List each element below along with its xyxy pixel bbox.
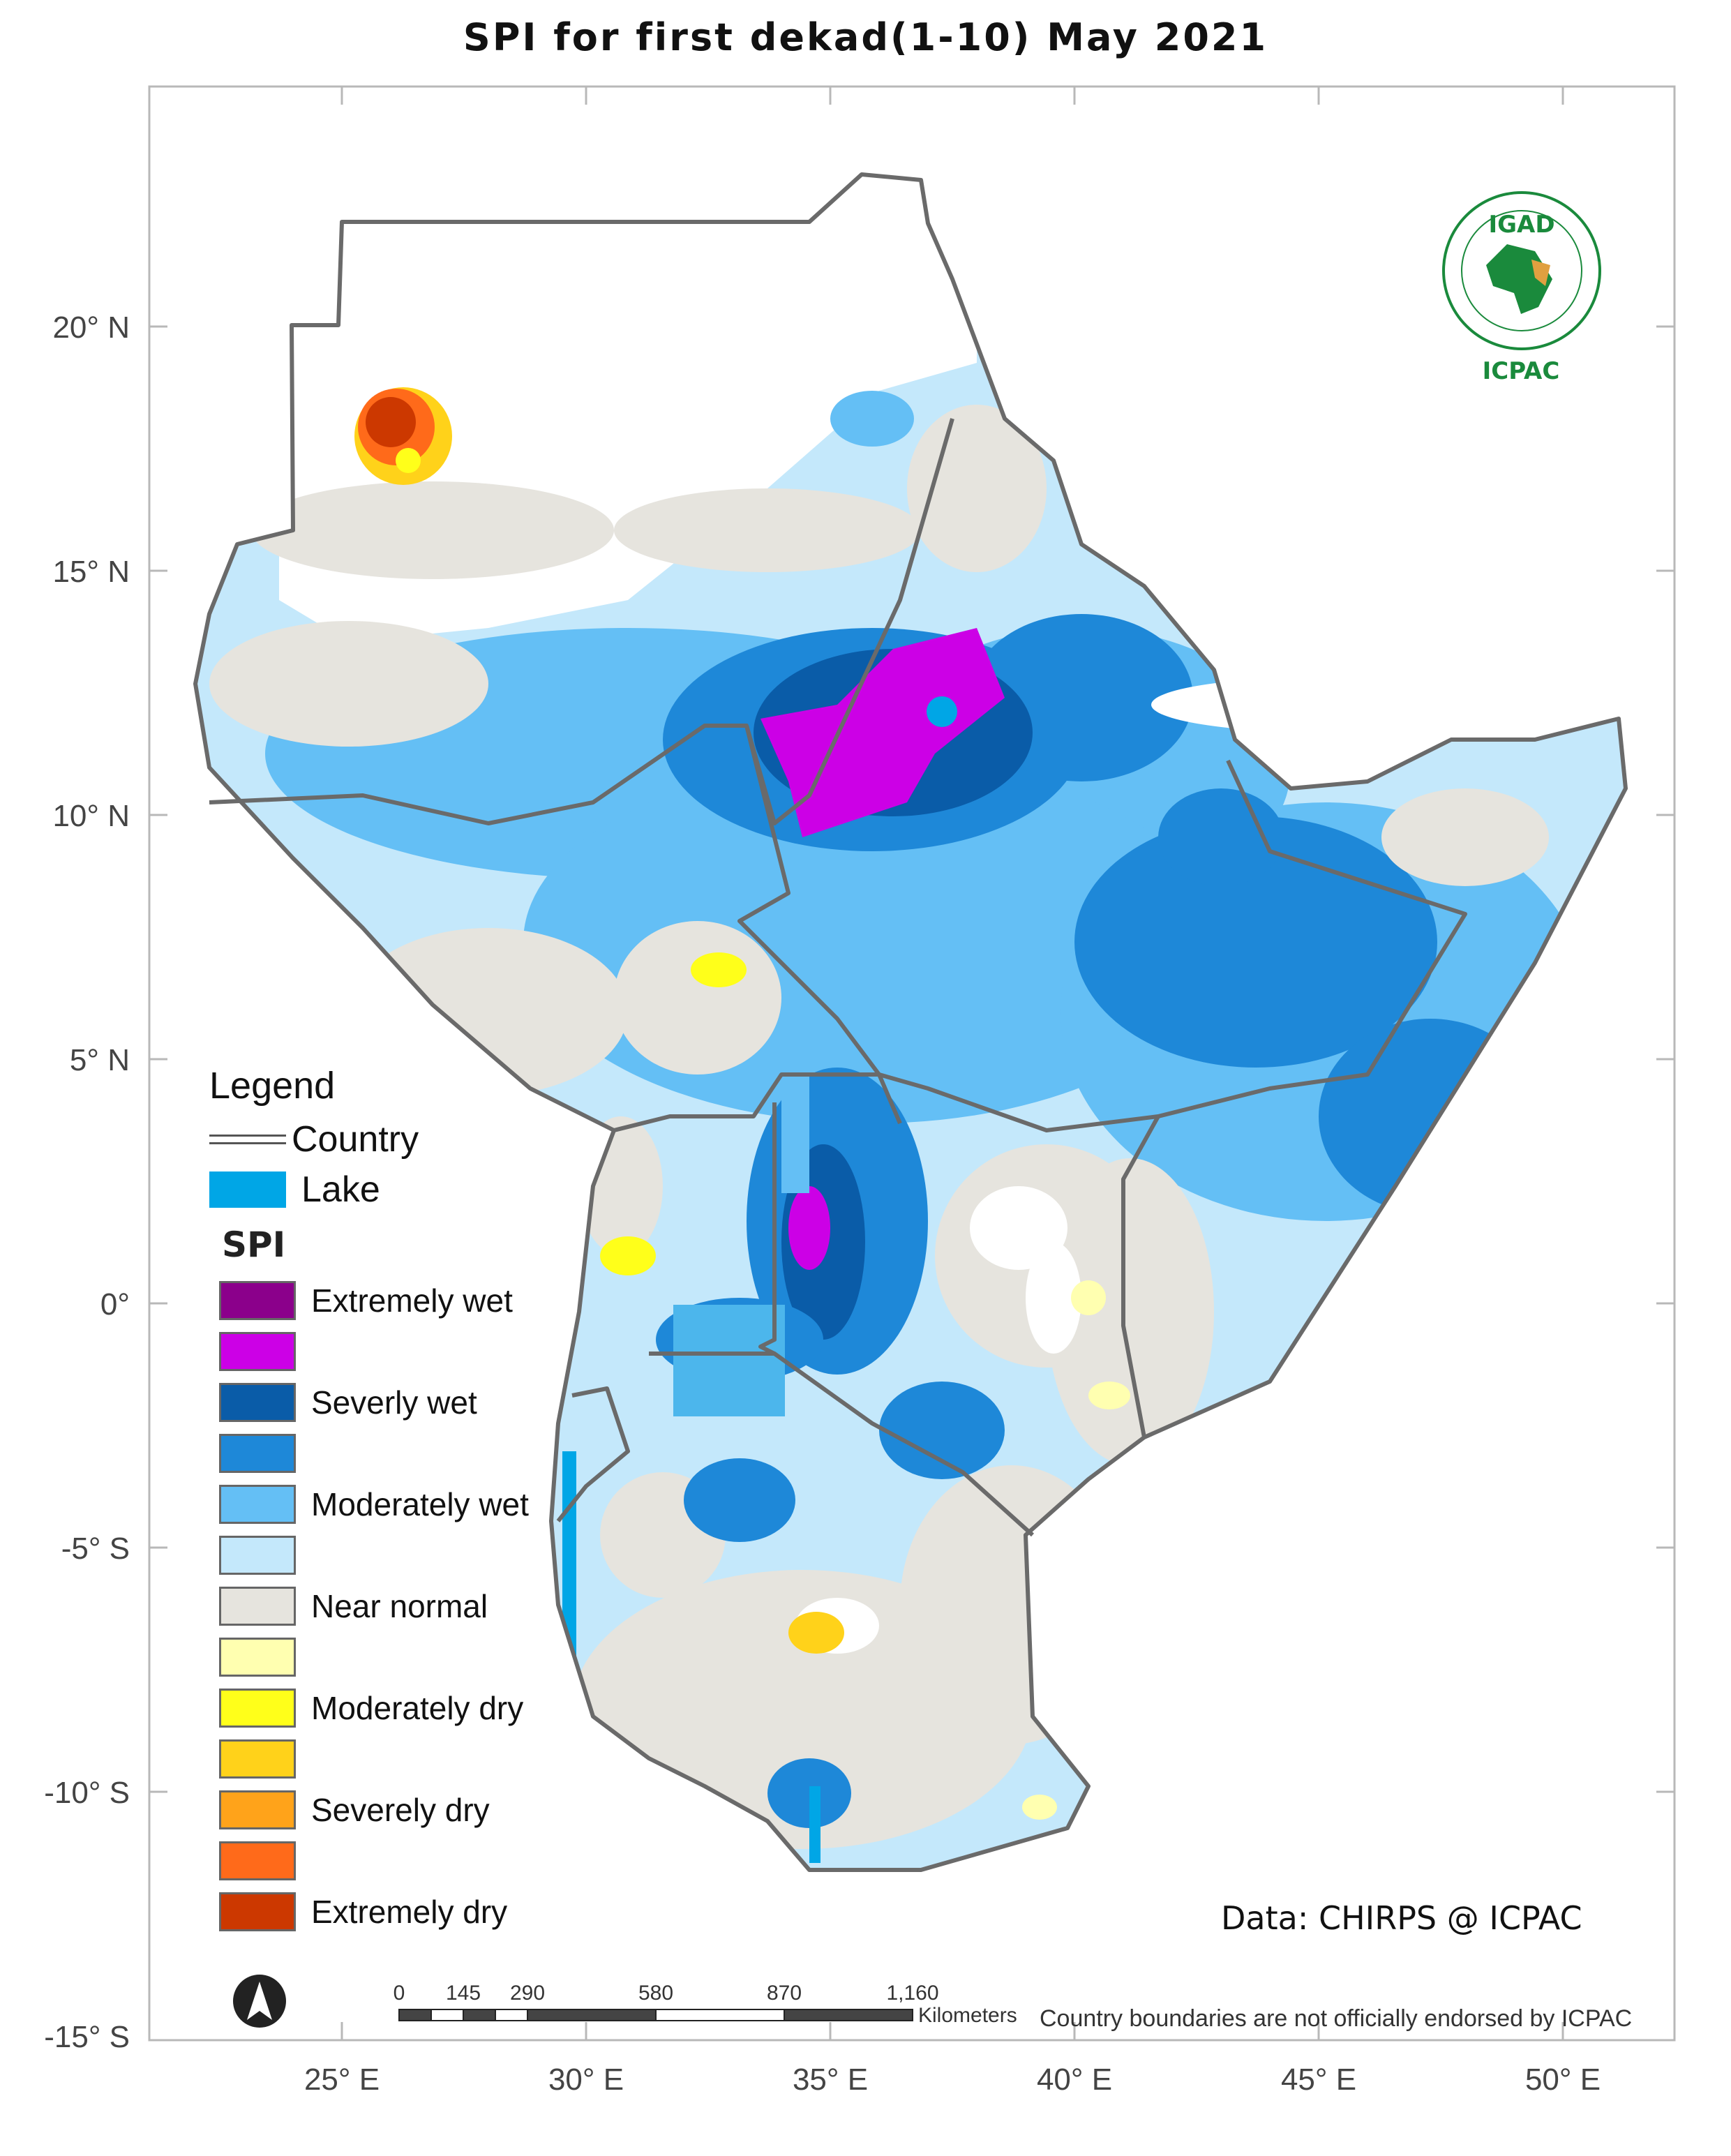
spi-class-swatch [219,1331,296,1371]
spi-class-swatch [219,1586,296,1626]
spi-class-label: Severely dry [311,1791,490,1828]
dry-hotspot [354,387,452,485]
spi-class-row [219,1326,600,1377]
legend: Legend Country Lake SPI Extremely wet Sev… [209,1064,600,1937]
spi-class-row [219,1631,600,1682]
lon-label-30e: 30° E [548,2063,624,2097]
spi-class-label: Extremely wet [311,1282,513,1319]
lon-label-40e: 40° E [1037,2063,1112,2097]
legend-lake-label: Lake [301,1169,380,1210]
spi-class-swatch [219,1739,296,1779]
lon-label-35e: 35° E [793,2063,868,2097]
disclaimer: Country boundaries are not officially en… [1040,2005,1633,2032]
spi-class-swatch [219,1280,296,1320]
lat-label-5n: 5° N [70,1043,130,1077]
spi-class-swatch [219,1841,296,1880]
grid-ticks [149,87,1674,2040]
spi-class-list: Extremely wet Severly wet Moderately wet Ne… [209,1275,600,1937]
spi-class-row [219,1529,600,1580]
legend-lake-row: Lake [209,1165,600,1215]
lon-label-45e: 45° E [1281,2063,1356,2097]
spi-class-row: Severely dry [219,1784,600,1835]
lat-label-0: 0° [100,1287,130,1322]
lat-label-20n: 20° N [52,310,130,345]
spi-class-row [219,1733,600,1784]
spi-class-row: Severly wet [219,1377,600,1428]
spi-class-swatch [219,1382,296,1422]
legend-country-row: Country [209,1114,600,1165]
scale-tick-145: 145 [445,1982,481,2005]
spi-class-row: Extremely wet [219,1275,600,1326]
spi-class-label: Moderately wet [311,1485,529,1522]
lat-label-15n: 15° N [52,555,130,589]
legend-country-label: Country [292,1119,419,1160]
spi-class-swatch [219,1484,296,1524]
spi-class-row [219,1428,600,1478]
spi-class-swatch [219,1535,296,1575]
logo-icpac-text: ICPAC [1482,357,1560,385]
spi-class-swatch [219,1790,296,1829]
legend-title: Legend [209,1065,336,1107]
spi-class-label: Near normal [311,1587,488,1624]
spi-class-row: Moderately dry [219,1682,600,1733]
spi-class-row: Near normal [219,1580,600,1631]
scale-unit: Kilometers [918,2004,1017,2027]
north-arrow-icon [233,1975,286,2028]
legend-spi-title: SPI [222,1225,286,1265]
lake-swatch [209,1171,286,1208]
map-title: SPI for first dekad(1-10) May 2021 [463,15,1268,59]
scale-tick-870: 870 [766,1982,802,2005]
country-line-swatch [209,1135,286,1144]
scale-tick-0: 0 [393,1982,405,2005]
igad-logo [1442,191,1601,350]
scale-bar [398,2009,913,2021]
scale-tick-290: 290 [509,1982,546,2005]
spi-class-swatch [219,1433,296,1473]
scale-tick-1160: 1,160 [886,1982,939,2005]
spi-class-label: Severly wet [311,1384,477,1421]
spi-class-row: Extremely dry [219,1886,600,1937]
spi-class-label: Moderately dry [311,1689,524,1726]
spi-class-row: Moderately wet [219,1478,600,1529]
spi-class-swatch [219,1892,296,1931]
lon-label-25e: 25° E [304,2063,380,2097]
lat-label-10s: -10° S [44,1776,130,1810]
lat-label-10n: 10° N [52,799,130,833]
data-credit: Data: CHIRPS @ ICPAC [1221,1899,1582,1937]
spi-class-swatch [219,1637,296,1677]
scale-tick-580: 580 [638,1982,674,2005]
spi-class-row [219,1835,600,1886]
lat-label-5s: -5° S [61,1532,130,1566]
logo-igad-text: IGAD [1488,211,1555,239]
lat-label-15s: -15° S [44,2020,130,2054]
country-borders [193,172,1628,1872]
spi-class-label: Extremely dry [311,1893,508,1930]
lon-label-50e: 50° E [1525,2063,1601,2097]
spi-class-swatch [219,1688,296,1728]
